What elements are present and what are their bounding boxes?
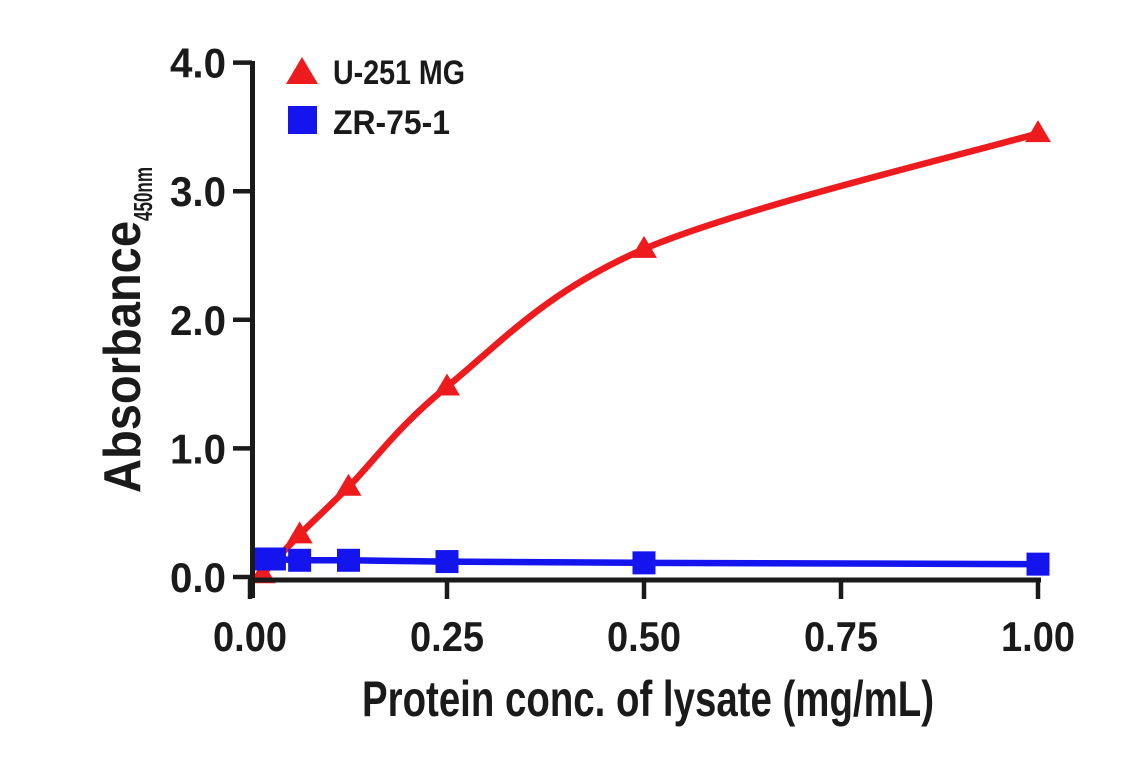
legend-zr75-square-icon bbox=[288, 106, 317, 134]
y-tick-label: 0.0 bbox=[170, 554, 226, 601]
data-point-square-zr-75-1 bbox=[337, 548, 360, 572]
legend-u251-triangle-icon bbox=[286, 57, 318, 84]
legend-label-u251: U-251 MG bbox=[333, 54, 465, 92]
legend-label-zr75: ZR-75-1 bbox=[333, 104, 450, 142]
data-point-square-zr-75-1 bbox=[262, 547, 286, 571]
data-point-square-zr-75-1 bbox=[632, 551, 656, 575]
y-axis-title-main: Absorbance bbox=[94, 221, 152, 493]
data-point-square-zr-75-1 bbox=[1026, 552, 1050, 576]
series-layer bbox=[249, 120, 1051, 584]
legend: U-251 MG ZR-75-1 bbox=[286, 54, 465, 142]
data-point-square-zr-75-1 bbox=[435, 550, 459, 574]
y-tick-label: 3.0 bbox=[170, 168, 226, 215]
data-point-triangle-u-251-mg bbox=[631, 235, 657, 258]
data-point-triangle-u-251-mg bbox=[286, 521, 313, 544]
y-tick-label: 4.0 bbox=[170, 40, 226, 87]
y-tick-label: 1.0 bbox=[170, 425, 226, 472]
data-point-square-zr-75-1 bbox=[288, 548, 312, 572]
y-tick-label: 2.0 bbox=[170, 297, 226, 344]
x-tick-label: 0.75 bbox=[804, 613, 878, 660]
x-tick-label: 0.00 bbox=[213, 613, 287, 660]
data-point-triangle-u-251-mg bbox=[1025, 120, 1051, 143]
x-axis-title: Protein conc. of lysate (mg/mL) bbox=[362, 671, 934, 727]
data-point-triangle-u-251-mg bbox=[335, 473, 362, 496]
series-line-u-251-mg bbox=[259, 130, 1042, 578]
x-tick-label: 0.50 bbox=[607, 613, 681, 660]
y-axis-title-group: Absorbance450nm bbox=[94, 167, 158, 493]
tick-labels-layer: 0.00 0.25 0.50 0.75 1.00 0.0 1.0 2.0 3.0 4.0 bbox=[170, 40, 1075, 660]
y-axis-title-subscript: 450nm bbox=[128, 167, 158, 221]
x-tick-label: 1.00 bbox=[1001, 613, 1075, 660]
y-axis-title: Absorbance450nm bbox=[94, 167, 158, 493]
data-point-triangle-u-251-mg bbox=[434, 373, 460, 396]
x-tick-label: 0.25 bbox=[410, 613, 484, 660]
